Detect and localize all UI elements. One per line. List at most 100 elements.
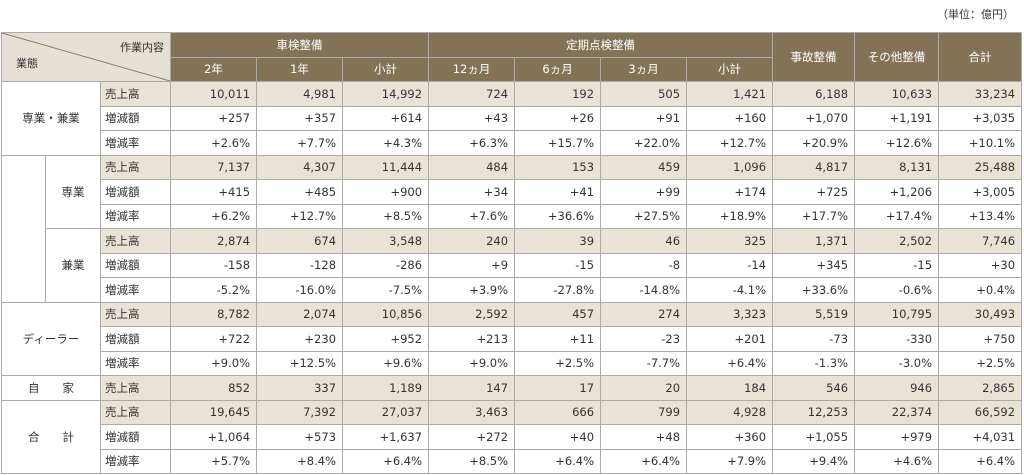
value-cell: +6.4% [600,448,688,474]
value-cell: -5.2% [170,277,258,303]
value-cell: +1,637 [342,424,430,450]
value-cell: -3.0% [854,350,940,376]
value-cell: 505 [600,81,688,107]
value-cell: 457 [514,301,602,327]
value-cell: 30,493 [938,301,1023,327]
value-cell: +573 [256,424,344,450]
value-cell: +1,070 [772,105,856,131]
value-cell: -15 [854,252,940,278]
value-cell: +201 [686,326,774,352]
value-cell: +213 [428,326,516,352]
value-cell: +30 [938,252,1023,278]
value-cell: 4,981 [256,81,344,107]
value-cell: +415 [170,179,258,205]
value-cell: +160 [686,105,774,131]
value-cell: +4,031 [938,424,1023,450]
value-cell: +257 [170,105,258,131]
value-cell: +3,005 [938,179,1023,205]
value-cell: +750 [938,326,1023,352]
category-label: ディーラー [1,301,101,376]
value-cell: 4,928 [686,399,774,425]
value-cell: +4.3% [342,130,430,156]
value-cell: 1,189 [342,375,430,401]
value-cell: +9.6% [342,350,430,376]
value-cell: -27.8% [514,277,602,303]
value-cell: +17.7% [772,203,856,229]
value-cell: 25,488 [938,154,1023,180]
value-cell: 240 [428,228,516,254]
value-cell: 10,633 [854,81,940,107]
value-cell: -8 [600,252,688,278]
value-cell: +7.7% [256,130,344,156]
value-cell: 192 [514,81,602,107]
metric-label: 売上高 [99,301,172,327]
value-cell: +18.9% [686,203,774,229]
value-cell: 6,188 [772,81,856,107]
group-header-inspection: 車検整備 [170,32,430,58]
value-cell: 325 [686,228,774,254]
value-cell: -330 [854,326,940,352]
value-cell: +1,191 [854,105,940,131]
value-cell: +7.9% [686,448,774,474]
value-cell: +230 [256,326,344,352]
value-cell: +9.0% [170,350,258,376]
col-header-total: 合計 [938,32,1023,82]
value-cell: +2.5% [938,350,1023,376]
value-cell: +272 [428,424,516,450]
table-body: 専業・兼業 売上高 10,011 4,981 14,992 724 192 505 1,421 6… [1,81,1023,474]
value-cell: 1,371 [772,228,856,254]
value-cell: +43 [428,105,516,131]
value-cell: 66,592 [938,399,1023,425]
value-cell: +99 [600,179,688,205]
value-cell: 852 [170,375,258,401]
corner-header-cell: 作業内容 業態 [0,32,172,82]
value-cell: -4.1% [686,277,774,303]
table-row: 増減額 -158 -128 -286 +9 -15 -8 -14 +345 -15 +30 [2,252,1023,278]
value-cell: +36.6% [514,203,602,229]
sub-header: 小計 [342,56,430,82]
sub-header: 6ヵ月 [514,56,602,82]
value-cell: -73 [772,326,856,352]
value-cell: 337 [256,375,344,401]
value-cell: 8,782 [170,301,258,327]
value-cell: 3,548 [342,228,430,254]
value-cell: -158 [170,252,258,278]
value-cell: 11,444 [342,154,430,180]
metric-label: 増減額 [99,105,172,131]
table-row: 増減率 +2.6% +7.7% +4.3% +6.3% +15.7% +22.0% +12.7… [2,130,1023,156]
table-row: 兼業 売上高 2,874 674 3,548 240 39 46 325 1,371 2,502 7,… [1,228,1023,303]
sub-header: 2年 [170,56,258,82]
value-cell: +34 [428,179,516,205]
value-cell: +12.7% [256,203,344,229]
value-cell: 10,795 [854,301,940,327]
table-row: 増減率 +5.7% +8.4% +6.4% +8.5% +6.4% +6.4% +7.9% +9… [2,448,1023,474]
table-row: 増減率 +6.2% +12.7% +8.5% +7.6% +36.6% +27.5% +18.… [2,203,1023,229]
table-row: 専業 売上高 7,137 4,307 11,444 484 153 459 1,096 4,817… [1,154,1023,229]
value-cell: +360 [686,424,774,450]
value-cell: +8.5% [342,203,430,229]
group-header-periodic: 定期点検整備 [428,32,774,58]
value-cell: +26 [514,105,602,131]
metric-label: 売上高 [99,154,172,180]
value-cell: 19,645 [170,399,258,425]
sub-header: 12ヵ月 [428,56,516,82]
value-cell: 10,856 [342,301,430,327]
value-cell: 459 [600,154,688,180]
value-cell: -286 [342,252,430,278]
metric-label: 増減率 [99,448,172,474]
value-cell: 946 [854,375,940,401]
table-row: 増減額 +722 +230 +952 +213 +11 -23 +201 -73 -330 +750 [2,326,1023,352]
value-cell: +952 [342,326,430,352]
value-cell: +27.5% [600,203,688,229]
value-cell: -0.6% [854,277,940,303]
metric-label: 増減額 [99,179,172,205]
value-cell: +0.4% [938,277,1023,303]
value-cell: +20.9% [772,130,856,156]
value-cell: +3,035 [938,105,1023,131]
sub-header: 3ヵ月 [600,56,688,82]
table-row: ディーラー 売上高 8,782 2,074 10,856 2,592 457 274 3,323… [1,301,1023,376]
value-cell: 674 [256,228,344,254]
value-cell: 3,463 [428,399,516,425]
value-cell: +33.6% [772,277,856,303]
corner-work-label: 作業内容 [120,41,165,54]
